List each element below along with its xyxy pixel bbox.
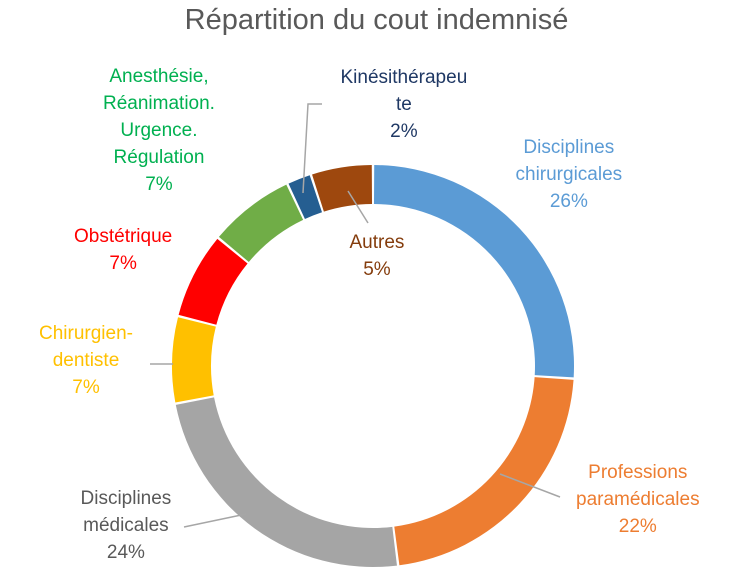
slice-disciplines-medicales [175,397,397,568]
label-line: Régulation [113,146,205,168]
label-value: 7% [72,376,100,398]
label-line: chirurgicales [515,163,623,185]
slice-autres [312,165,373,212]
label-autres: Autres 5% [350,229,405,283]
label-line: paramédicales [576,488,700,510]
slice-professions-paramedicales [394,377,574,566]
slice-disciplines-chirurgicales [373,165,574,378]
label-line: Professions [588,461,688,483]
label-line: Disciplines [523,136,615,158]
slice-obstetrique [178,238,248,325]
donut-slices [171,165,574,568]
chart-title: Répartition du cout indemnisé [184,4,569,36]
label-line: Anesthésie, [109,65,209,87]
label-value: 7% [145,173,173,195]
label-value: 22% [618,515,657,537]
label-line: te [395,93,412,115]
slice-chirurgien-dentiste [171,317,216,403]
leader-lines [150,103,561,528]
label-line: Réanimation. [103,92,215,114]
label-line: Disciplines [80,487,172,509]
label-value: 5% [363,259,391,280]
label-value: 24% [106,541,145,563]
label-line: Kinésithérapeu [340,66,468,88]
label-value: 2% [390,120,418,142]
leader-line-autres [347,190,369,224]
leader-line-disciplines-medicales [183,513,247,528]
label-line: dentiste [52,349,120,371]
label-line: Obstétrique [74,226,173,247]
label-professions-paramedicales: Professions paramédicales 22% [576,459,700,540]
label-obstetrique: Obstétrique 7% [74,223,172,277]
label-disciplines-chirurgicales: Disciplines chirurgicales 26% [516,134,623,215]
label-anesthesie: Anesthésie, Réanimation. Urgence. Régulatio… [103,63,215,198]
label-chirurgien-dentiste: Chirurgien-dentiste 7% [39,320,133,401]
label-line: Autres [349,232,405,253]
label-line: Chirurgien- [39,322,133,344]
label-value: 7% [109,253,137,274]
label-disciplines-medicales: Disciplines médicales 24% [81,485,172,566]
slice-anesthesie [218,184,304,262]
label-kinesitherapeute: Kinésithérapeu te 2% [341,64,468,145]
label-line: médicales [83,514,169,536]
label-line: Urgence. [120,119,198,141]
leader-line-professions-paramedicales [499,473,561,498]
label-value: 26% [549,190,588,212]
slice-kinesitherapeute [288,175,322,219]
leader-line-kinesitherapeute [302,103,322,194]
